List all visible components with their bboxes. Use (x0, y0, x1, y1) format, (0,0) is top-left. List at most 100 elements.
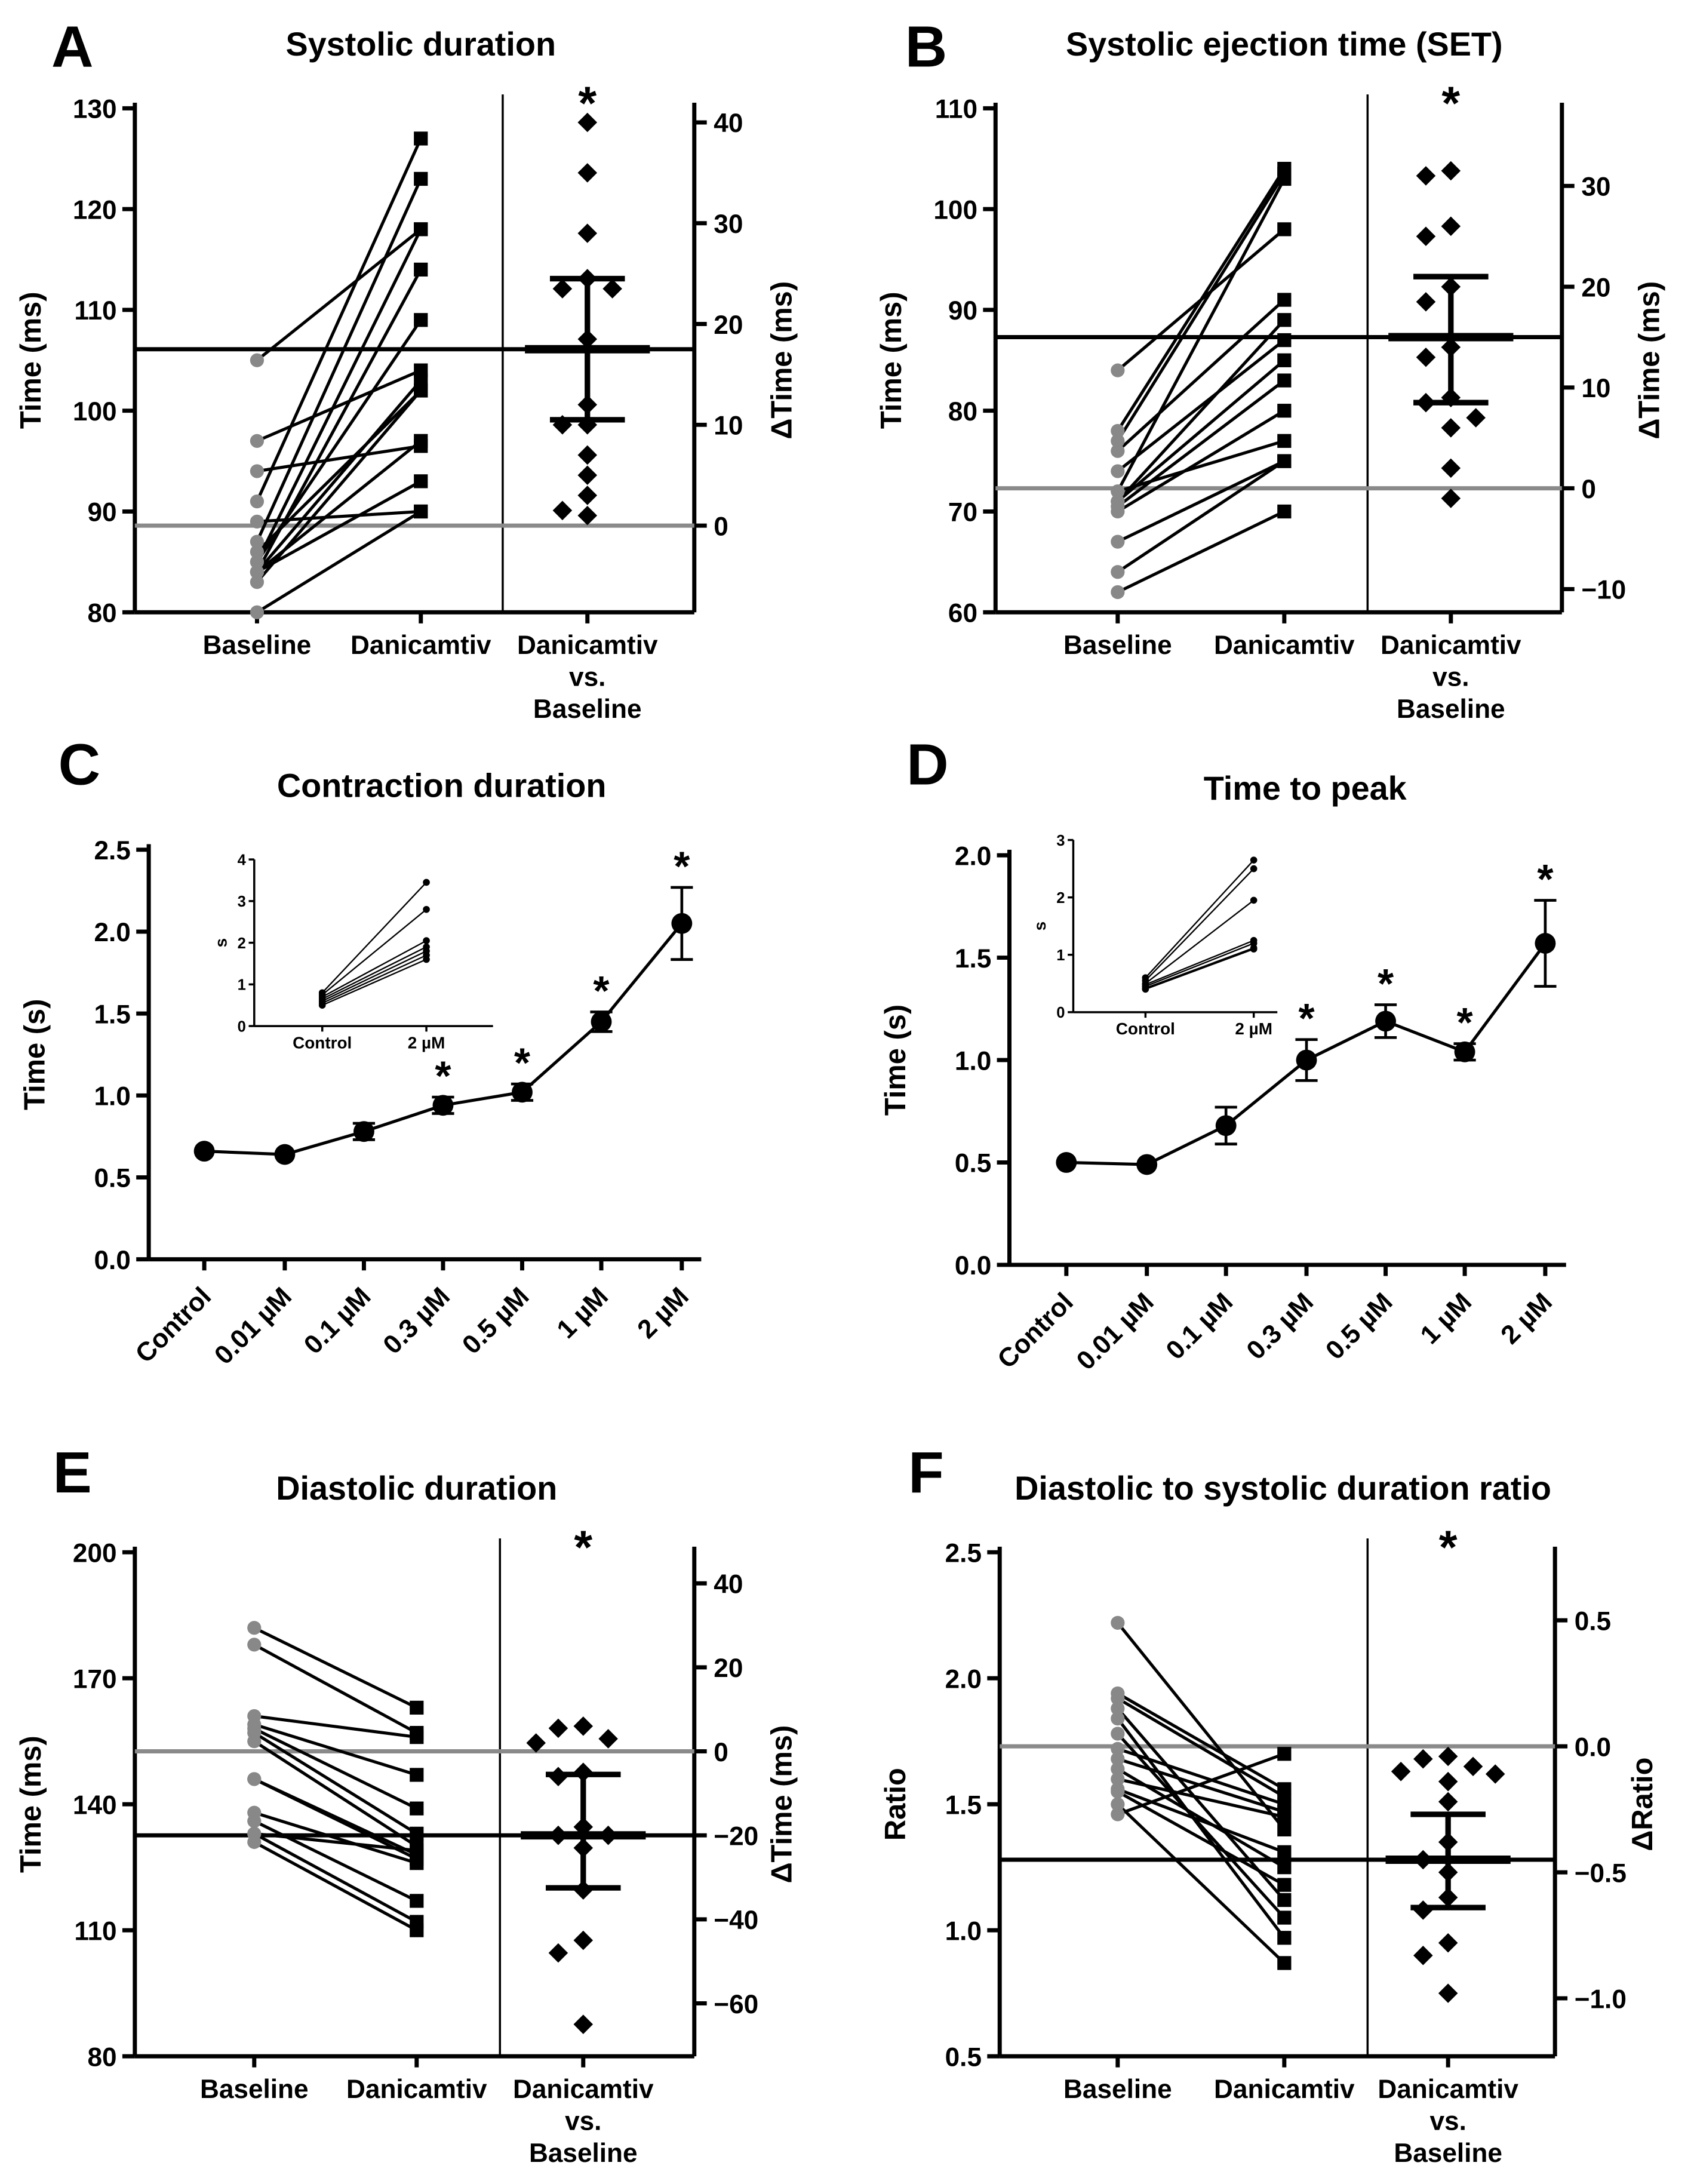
y-tick-label: 2.0 (945, 1664, 982, 1694)
danicamtiv-point (1277, 373, 1292, 388)
danicamtiv-point (414, 222, 428, 236)
pair-line (254, 1714, 417, 1739)
danicamtiv-point (1277, 1956, 1292, 1970)
x-tick-label: vs. (565, 2106, 601, 2136)
inset-pair-line (321, 908, 427, 996)
delta-point (1466, 408, 1486, 428)
y-tick-label: 2.0 (955, 841, 991, 871)
danicamtiv-point (414, 504, 428, 519)
right-y-tick-label: −10 (1581, 576, 1626, 605)
baseline-point (250, 545, 265, 559)
x-tick-label: Danicamtiv (1214, 2075, 1355, 2104)
data-point (274, 1144, 296, 1165)
inset-point (1142, 985, 1149, 993)
pair-line (1116, 319, 1286, 503)
inset-point (1250, 865, 1258, 873)
delta-point (1441, 161, 1461, 181)
significance-star: * (578, 76, 597, 130)
x-tick-label: 0.5 µM (457, 1282, 535, 1360)
inset-x-tick-label: Control (293, 1033, 352, 1052)
pair-line (256, 228, 423, 563)
x-tick-label: Danicamtiv (517, 631, 658, 660)
inset-point (423, 905, 430, 913)
y-axis-label: Time (ms) (15, 291, 47, 429)
pair-line (1116, 173, 1286, 442)
y-tick-label: 1.0 (945, 1916, 982, 1946)
right-y-axis-label: ΔRatio (1627, 1758, 1659, 1851)
pair-line (254, 1811, 417, 1865)
baseline-point (1111, 1784, 1125, 1799)
data-point (1375, 1010, 1396, 1032)
pair-line (256, 510, 422, 614)
data-point (1296, 1049, 1317, 1071)
y-tick-label: 1.0 (94, 1082, 130, 1111)
pair-line (1117, 1697, 1286, 1798)
significance-star: * (574, 1520, 592, 1574)
inset-pair-line (1145, 859, 1255, 978)
y-tick-label: 110 (74, 1916, 116, 1946)
danicamtiv-point (1277, 1878, 1292, 1892)
y-tick-label: 100 (933, 195, 977, 225)
pair-line (1117, 379, 1286, 508)
danicamtiv-point (410, 1826, 424, 1841)
y-tick-label: 120 (73, 195, 117, 225)
inset-pair-line (322, 959, 427, 1006)
danicamtiv-point (1277, 1845, 1292, 1859)
panel-title: Diastolic duration (276, 1469, 557, 1507)
baseline-point (1111, 423, 1125, 438)
x-tick-label: 1 µM (551, 1282, 614, 1344)
delta-point (1391, 1762, 1411, 1781)
y-tick-label: 170 (73, 1664, 117, 1694)
right-y-tick-label: 0 (714, 512, 728, 541)
data-point (1056, 1152, 1077, 1173)
x-tick-label: 2 µM (632, 1282, 694, 1344)
right-y-axis-label: ΔTime (ms) (1634, 281, 1666, 440)
danicamtiv-point (1277, 504, 1292, 519)
danicamtiv-point (1277, 454, 1292, 468)
delta-point (577, 163, 598, 183)
pair-line (256, 379, 422, 573)
inset-pair-line (321, 881, 427, 994)
pair-line (1117, 1747, 1285, 1806)
delta-point (577, 486, 598, 505)
panel-C: C Contraction duration 0.0 0.5 1.0 1.5 2.0 2.5 T… (19, 732, 702, 1370)
right-y-tick-label: 10 (714, 411, 743, 441)
x-tick-label: 0.3 µM (377, 1282, 456, 1360)
delta-point (1416, 226, 1436, 246)
panel-letter: C (59, 732, 101, 797)
danicamtiv-point (410, 1923, 424, 1937)
inset-point (1250, 856, 1258, 864)
inset-x-tick-label: Control (1116, 1019, 1175, 1038)
baseline-point (250, 514, 265, 529)
right-y-tick-label: −0.5 (1575, 1859, 1627, 1888)
y-axis-label: Ratio (880, 1768, 912, 1841)
baseline-point (247, 1772, 262, 1786)
x-tick-label: vs. (1432, 662, 1469, 692)
delta-point (526, 1733, 546, 1753)
pair-line (256, 137, 423, 502)
pair-line (1117, 1752, 1285, 1816)
y-tick-label: 110 (935, 95, 977, 124)
delta-point (598, 1729, 618, 1749)
data-point (432, 1095, 454, 1116)
danicamtiv-point (1277, 313, 1292, 327)
baseline-point (250, 434, 265, 448)
y-axis-label: Time (ms) (875, 291, 908, 429)
danicamtiv-point (414, 262, 428, 277)
pair-line (1117, 459, 1286, 573)
baseline-point (250, 575, 265, 589)
delta-point (1438, 1746, 1458, 1767)
baseline-point (250, 353, 265, 367)
y-axis-label: Time (s) (19, 999, 51, 1110)
right-y-tick-label: 20 (714, 1654, 743, 1683)
pair-line (1117, 1787, 1285, 1854)
x-tick-label: Danicamtiv (513, 2075, 654, 2104)
y-tick-label: 80 (88, 599, 117, 628)
data-point (591, 1011, 612, 1033)
significance-star: * (674, 843, 690, 889)
pair-line (253, 1841, 418, 1932)
y-tick-label: 0.0 (94, 1246, 130, 1275)
pair-line (253, 1832, 418, 1924)
delta-point (548, 1943, 568, 1963)
inset-pair-line (1145, 947, 1255, 989)
